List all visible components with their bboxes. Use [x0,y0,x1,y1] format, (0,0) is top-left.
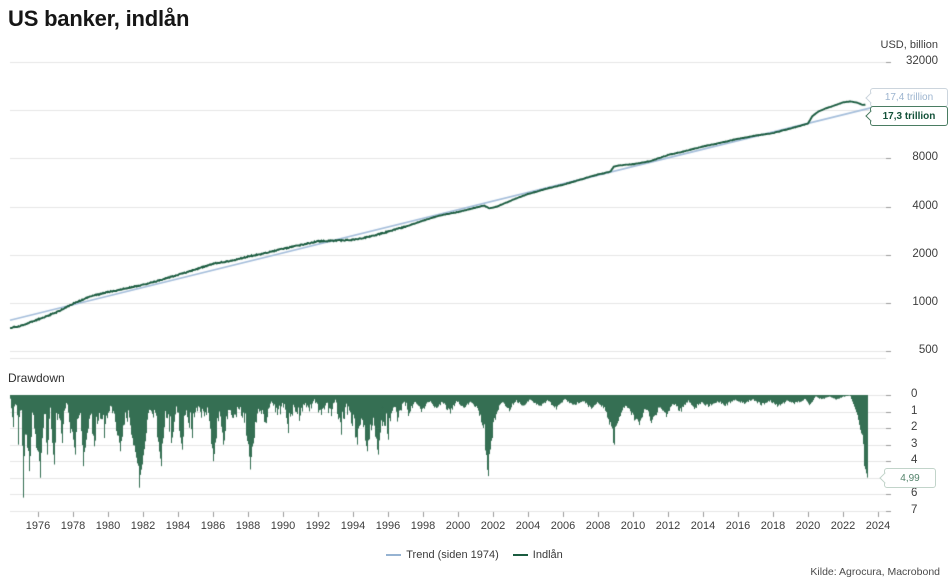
drawdown-last-value: 4,99 [896,472,924,484]
legend-item-trend: Trend (siden 1974) [386,549,499,561]
y-axis-unit-label: USD, billion [880,39,938,51]
page-title: US banker, indlån [8,6,190,31]
trend-line-swatch [386,553,402,557]
x-tick-label: 2024 [865,520,891,532]
x-tick-label: 2018 [760,520,786,532]
x-tick-label: 1990 [270,520,296,532]
x-tick-label: 2020 [795,520,821,532]
trend-last-value: 17,4 trillion [880,92,938,103]
deposits-line-swatch [512,553,528,557]
main-y-tick-label: 4000 [912,199,938,212]
drawdown-y-tick-label: 0 [911,388,918,400]
x-tick-label: 1978 [60,520,86,532]
legend-label-deposits: Indlån [532,549,563,561]
main-y-tick-label: 32000 [906,55,938,67]
x-tick-label: 1980 [95,520,121,532]
legend: Trend (siden 1974) Indlån [0,549,949,561]
x-tick-label: 2004 [515,520,541,532]
legend-label-trend: Trend (siden 1974) [406,549,499,561]
drawdown-y-tick-label: 6 [911,487,918,500]
x-tick-label: 2014 [690,520,716,532]
x-tick-label: 1992 [305,520,331,532]
x-tick-label: 1996 [375,520,401,532]
legend-item-deposits: Indlån [512,549,563,561]
drawdown-y-tick-label: 2 [911,421,918,434]
main-y-tick-label: 8000 [912,151,938,164]
main-y-tick-label: 1000 [912,296,938,308]
drawdown-y-tick-label: 3 [911,437,918,450]
x-tick-label: 2016 [725,520,751,532]
x-tick-label: 2006 [550,520,576,532]
deposits-last-value-callout: 17,3 trillion [864,106,948,126]
drawdown-y-tick-label: 4 [911,454,918,467]
x-tick-label: 2012 [655,520,681,532]
x-tick-label: 1976 [25,520,51,532]
drawdown-panel-title: Drawdown [8,371,65,385]
drawdown-y-tick-label: 7 [911,503,918,516]
main-y-tick-label: 2000 [912,247,938,260]
x-tick-label: 1986 [200,520,226,532]
x-tick-label: 2008 [585,520,611,532]
x-tick-label: 2010 [620,520,646,532]
x-tick-label: 2002 [480,520,506,532]
deposits-last-value: 17,3 trillion [878,110,940,122]
trend-last-value-callout: 17,4 trillion [864,88,948,107]
drawdown-last-value-callout: 4,99 [878,468,936,488]
x-tick-label: 2000 [445,520,471,532]
x-tick-label: 1994 [340,520,366,532]
x-tick-label: 1984 [165,520,191,532]
source-attribution: Kilde: Agrocura, Macrobond [810,566,940,578]
x-tick-label: 1982 [130,520,156,532]
x-tick-label: 1988 [235,520,261,532]
main-y-tick-label: 500 [918,344,938,357]
drawdown-y-tick-label: 1 [911,404,918,417]
x-tick-label: 1998 [410,520,436,532]
x-tick-label: 2022 [830,520,856,532]
